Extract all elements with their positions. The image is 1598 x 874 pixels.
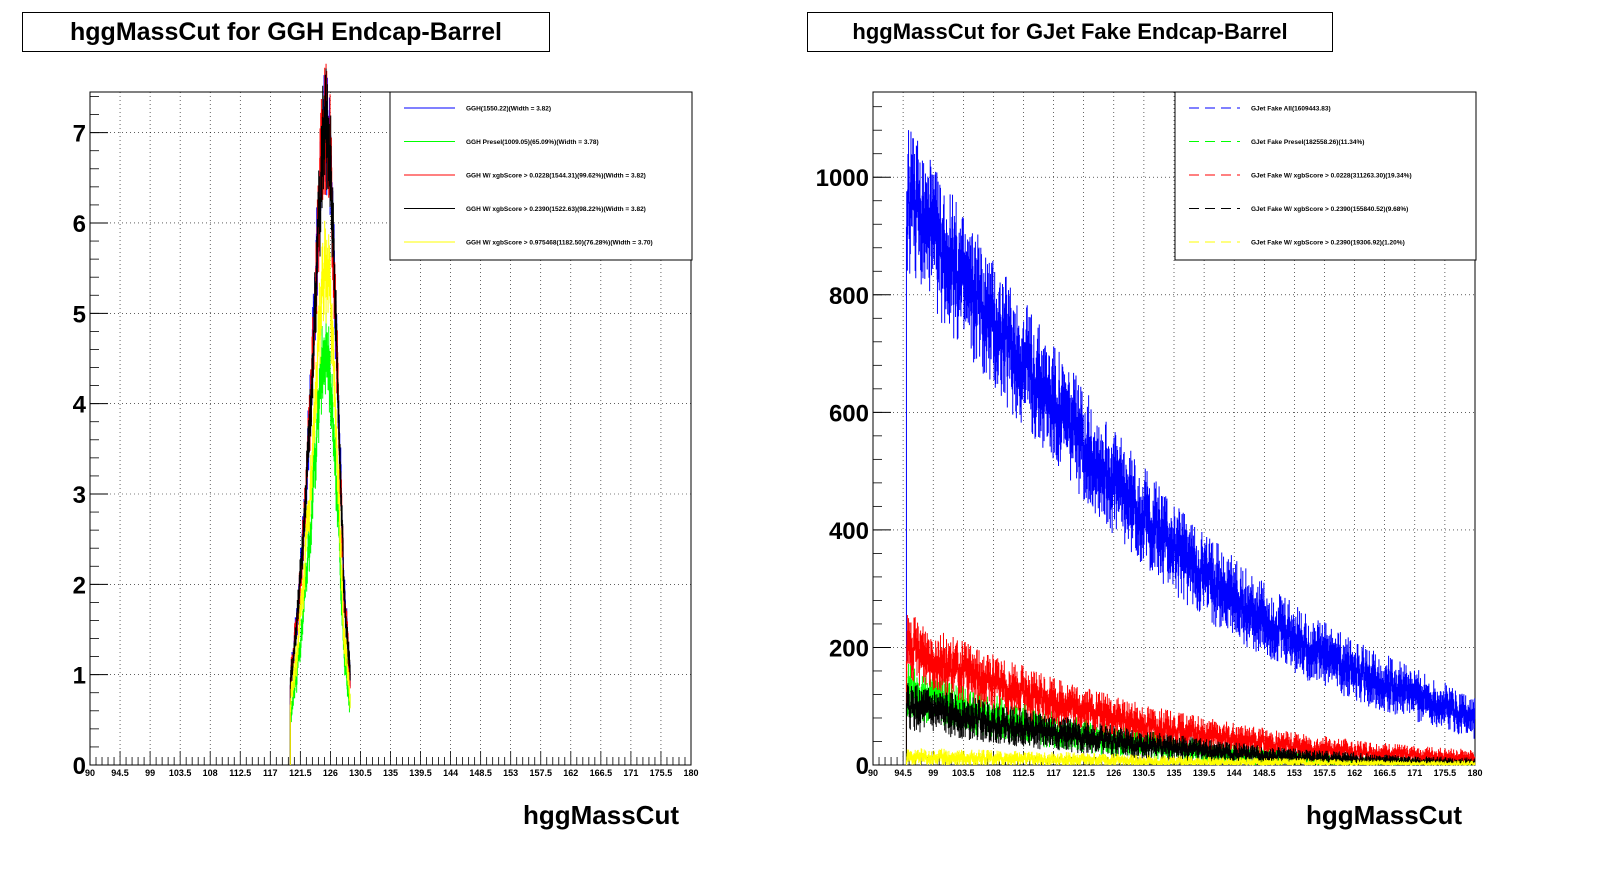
x-tick-label: 171 bbox=[623, 768, 638, 778]
y-tick-label: 5 bbox=[73, 301, 86, 328]
y-tick-label: 7 bbox=[73, 121, 86, 148]
legend-entry: GGH(1550.22)(Width = 3.82) bbox=[466, 106, 551, 113]
x-tick-label: 153 bbox=[1287, 768, 1302, 778]
legend-entry: GJet Fake W/ xgbScore > 0.2390(155840.52… bbox=[1251, 206, 1408, 213]
y-tick-label: 3 bbox=[73, 482, 86, 509]
x-tick-label: 153 bbox=[503, 768, 518, 778]
x-tick-label: 130.5 bbox=[349, 768, 372, 778]
series-line bbox=[905, 748, 1476, 766]
legend-entry: GJet Fake W/ xgbScore > 0.2390(19306.92)… bbox=[1251, 240, 1405, 247]
x-tick-label: 99 bbox=[928, 768, 938, 778]
x-tick-label: 121.5 bbox=[1072, 768, 1095, 778]
legend-entry: GGH W/ xgbScore > 0.2390(1522.63)(98.22%… bbox=[466, 206, 646, 213]
y-tick-label: 1000 bbox=[816, 165, 869, 192]
series-line bbox=[905, 130, 1476, 765]
x-tick-label: 139.5 bbox=[1193, 768, 1216, 778]
left-plot: 90 94.5 99 103.5 108 112.5 117 121.5 126 130.5 135… bbox=[73, 63, 699, 780]
x-tick-label: 144 bbox=[443, 768, 458, 778]
legend-entry: GJet Fake Presel(182558.26)(11.34%) bbox=[1251, 139, 1364, 146]
x-tick-label: 90 bbox=[85, 768, 95, 778]
y-tick-label: 600 bbox=[829, 400, 869, 427]
x-tick-label: 117 bbox=[263, 768, 278, 778]
x-tick-label: 112.5 bbox=[1012, 768, 1034, 778]
chart-title: hggMassCut for GJet Fake Endcap-Barrel bbox=[807, 12, 1333, 52]
x-tick-label: 171 bbox=[1407, 768, 1422, 778]
legend-entry: GJet Fake W/ xgbScore > 0.0228(311263.30… bbox=[1251, 173, 1412, 180]
x-tick-label: 108 bbox=[986, 768, 1001, 778]
x-tick-label: 162 bbox=[1347, 768, 1362, 778]
x-tick-label: 99 bbox=[145, 768, 155, 778]
x-tick-label: 94.5 bbox=[894, 768, 912, 778]
legend-box bbox=[1174, 91, 1477, 261]
x-tick-label: 112.5 bbox=[229, 768, 251, 778]
x-tick-label: 175.5 bbox=[1434, 768, 1457, 778]
y-tick-label: 200 bbox=[829, 635, 869, 662]
x-axis-label: hggMassCut bbox=[523, 800, 679, 830]
legend-entry: GGH Presel(1009.05)(65.09%)(Width = 3.78… bbox=[466, 139, 599, 146]
x-tick-label: 162 bbox=[563, 768, 578, 778]
x-tick-label: 121.5 bbox=[289, 768, 312, 778]
x-tick-label: 103.5 bbox=[169, 768, 192, 778]
series-line bbox=[905, 615, 1476, 765]
y-tick-label: 1 bbox=[73, 663, 86, 690]
y-tick-label: 4 bbox=[73, 392, 87, 419]
x-tick-label: 130.5 bbox=[1133, 768, 1156, 778]
x-tick-label: 175.5 bbox=[650, 768, 673, 778]
x-tick-label: 90 bbox=[868, 768, 878, 778]
y-tick-label: 400 bbox=[829, 518, 869, 545]
x-tick-label: 126 bbox=[323, 768, 338, 778]
x-tick-label: 126 bbox=[1106, 768, 1121, 778]
legend: GGH(1550.22)(Width = 3.82) GGH Presel(100… bbox=[389, 91, 693, 261]
x-tick-label: 166.5 bbox=[1373, 768, 1396, 778]
x-tick-label: 157.5 bbox=[529, 768, 552, 778]
x-tick-label: 117 bbox=[1046, 768, 1061, 778]
left-chart-pad: hggMassCut for GGH Endcap-Barrel 90 94.5 9… bbox=[20, 0, 800, 874]
legend-entry: GJet Fake All(1609443.83) bbox=[1251, 106, 1331, 113]
x-tick-label: 135 bbox=[383, 768, 398, 778]
y-tick-label: 2 bbox=[73, 572, 86, 599]
y-tick-label: 800 bbox=[829, 283, 869, 310]
x-tick-label: 180 bbox=[1467, 768, 1482, 778]
x-tick-label: 166.5 bbox=[590, 768, 613, 778]
legend-box bbox=[389, 91, 693, 261]
x-tick-label: 108 bbox=[203, 768, 218, 778]
y-tick-label: 6 bbox=[73, 211, 86, 238]
chart-title: hggMassCut for GGH Endcap-Barrel bbox=[22, 12, 550, 52]
series-line bbox=[289, 68, 351, 765]
x-tick-label: 148.5 bbox=[1253, 768, 1276, 778]
y-tick-label: 0 bbox=[856, 753, 869, 780]
y-tick-label: 0 bbox=[73, 753, 86, 780]
series-group bbox=[905, 130, 1476, 766]
x-tick-label: 139.5 bbox=[409, 768, 432, 778]
legend: GJet Fake All(1609443.83) GJet Fake Prese… bbox=[1174, 91, 1477, 261]
series-line bbox=[289, 220, 351, 765]
x-tick-label: 144 bbox=[1227, 768, 1242, 778]
x-tick-label: 180 bbox=[683, 768, 698, 778]
legend-entry: GGH W/ xgbScore > 0.975468(1182.50)(76.2… bbox=[466, 240, 653, 247]
x-tick-label: 157.5 bbox=[1313, 768, 1336, 778]
x-axis-label: hggMassCut bbox=[1306, 800, 1462, 830]
legend-entry: GGH W/ xgbScore > 0.0228(1544.31)(99.62%… bbox=[466, 173, 646, 180]
series-group bbox=[289, 63, 351, 765]
x-tick-label: 103.5 bbox=[952, 768, 975, 778]
x-tick-label: 135 bbox=[1166, 768, 1181, 778]
series-line bbox=[905, 682, 1476, 766]
right-chart-pad: hggMassCut for GJet Fake Endcap-Barrel 9… bbox=[805, 0, 1585, 874]
x-tick-label: 94.5 bbox=[111, 768, 129, 778]
right-plot: 90 94.5 99 103.5 108 112.5 117 121.5 126 130.5 135… bbox=[816, 91, 1483, 780]
x-tick-label: 148.5 bbox=[469, 768, 492, 778]
